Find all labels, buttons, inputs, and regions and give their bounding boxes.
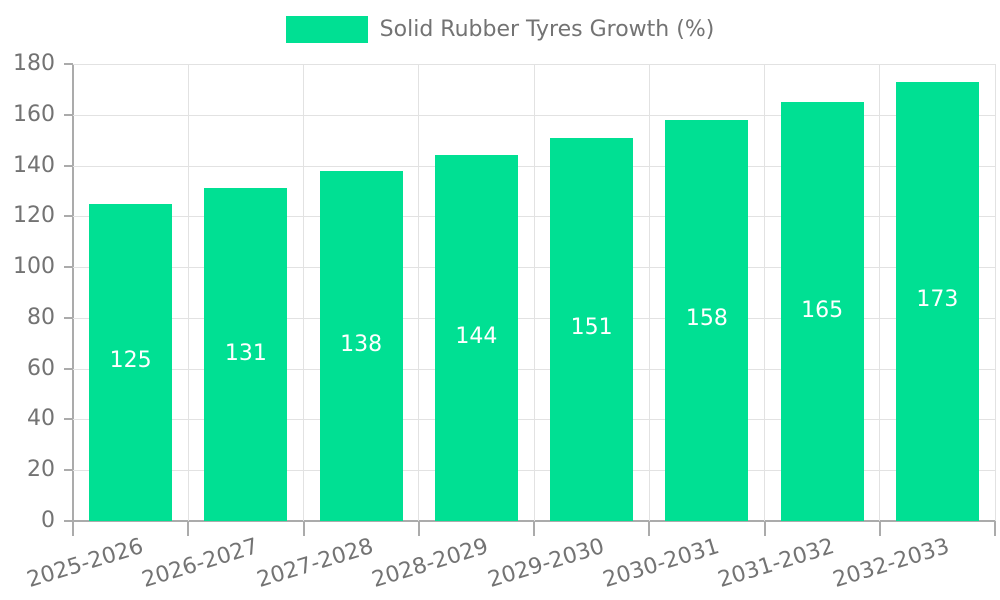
y-axis-tick-mark xyxy=(64,469,73,472)
vertical-gridline xyxy=(764,64,765,521)
bar[interactable] xyxy=(665,119,749,521)
x-axis-tick-mark xyxy=(302,521,305,536)
y-axis-tick-label: 20 xyxy=(27,457,55,483)
y-axis-tick-label: 40 xyxy=(27,406,55,432)
vertical-gridline xyxy=(187,64,189,521)
bar[interactable] xyxy=(319,170,403,521)
x-axis-tick-mark xyxy=(763,521,766,536)
vertical-gridline xyxy=(994,64,996,521)
y-axis-tick-mark xyxy=(64,164,73,167)
y-axis-tick-label: 0 xyxy=(41,508,55,533)
y-axis-tick-mark xyxy=(64,367,73,370)
x-axis-tick-mark xyxy=(994,521,996,536)
y-axis-tick-mark xyxy=(64,113,73,116)
x-axis-category-label: 2031-2032 xyxy=(715,534,838,593)
legend-swatch-icon[interactable] xyxy=(285,16,368,43)
y-axis-tick-mark xyxy=(64,215,73,218)
y-axis-tick-label: 80 xyxy=(27,304,55,330)
y-axis-tick-label: 180 xyxy=(13,51,55,76)
x-axis-category-label: 2028-2029 xyxy=(369,534,492,593)
y-axis-tick-mark xyxy=(64,63,73,65)
legend-label[interactable]: Solid Rubber Tyres Growth (%) xyxy=(379,17,715,42)
x-axis-tick-mark xyxy=(417,521,420,536)
y-axis-tick-mark xyxy=(64,418,73,421)
x-axis-category-label: 2026-2027 xyxy=(139,534,262,593)
vertical-gridline xyxy=(648,64,650,521)
y-axis-tick-label: 160 xyxy=(13,101,55,127)
x-axis-category-label: 2030-2031 xyxy=(600,534,723,593)
y-axis-tick-label: 60 xyxy=(27,355,55,381)
y-axis-line xyxy=(72,64,74,523)
vertical-gridline xyxy=(879,64,881,521)
bar[interactable] xyxy=(895,81,979,521)
x-axis-tick-mark xyxy=(878,521,881,536)
vertical-gridline xyxy=(303,64,304,521)
x-axis-category-label: 2027-2028 xyxy=(254,534,377,593)
x-axis-category-label: 2032-2033 xyxy=(830,534,953,593)
bar[interactable] xyxy=(89,203,173,521)
x-axis-category-label: 2029-2030 xyxy=(484,534,607,593)
x-axis-tick-mark xyxy=(533,521,535,536)
x-axis-tick-mark xyxy=(72,521,74,536)
y-axis-tick-label: 140 xyxy=(13,152,55,178)
x-axis-tick-mark xyxy=(187,521,190,536)
legend[interactable]: Solid Rubber Tyres Growth (%) xyxy=(0,16,1000,43)
y-axis-tick-label: 120 xyxy=(13,203,55,229)
bar[interactable] xyxy=(550,137,634,521)
vertical-gridline xyxy=(418,64,420,521)
y-axis-tick-mark xyxy=(64,520,73,522)
plot-area: 125 131 138 144 151 158 165 173 xyxy=(73,64,996,521)
vertical-gridline xyxy=(533,64,535,521)
bar[interactable] xyxy=(780,102,864,521)
x-axis-tick-mark xyxy=(648,521,651,536)
bar[interactable] xyxy=(434,155,518,521)
x-axis-category-label: 2025-2026 xyxy=(23,534,146,593)
y-axis-tick-mark xyxy=(64,266,73,269)
bar[interactable] xyxy=(204,188,288,521)
y-axis-tick-mark xyxy=(64,316,73,319)
y-axis-tick-label: 100 xyxy=(13,254,55,280)
